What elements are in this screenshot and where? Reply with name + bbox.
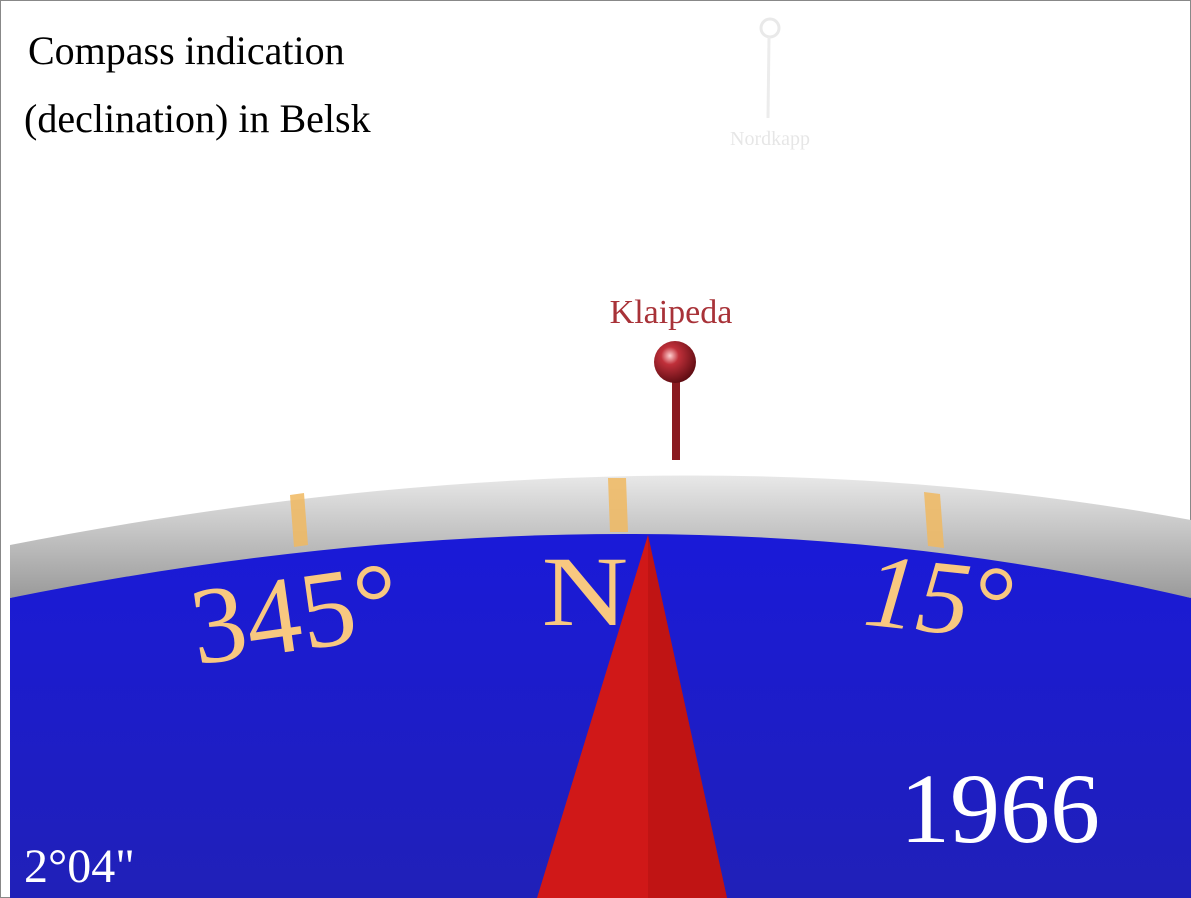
dial-label-center: N: [542, 536, 629, 646]
year-label: 1966: [900, 753, 1100, 864]
scene: Nordkapp 345° N 15° Klaipeda Compass ind…: [0, 0, 1191, 898]
page: Nordkapp 345° N 15° Klaipeda Compass ind…: [0, 0, 1191, 898]
dial-label-right: 15°: [859, 531, 1017, 663]
declination-label: 2°04": [24, 840, 135, 893]
far-marker-label: Nordkapp: [730, 128, 810, 150]
pin-label: Klaipeda: [610, 294, 733, 331]
title-line: (declination) in Belsk: [24, 96, 371, 141]
title-line: Compass indication: [28, 28, 345, 73]
rim-tick: [608, 478, 628, 532]
far-pin-stick: [768, 37, 769, 118]
pin-head: [654, 341, 696, 383]
